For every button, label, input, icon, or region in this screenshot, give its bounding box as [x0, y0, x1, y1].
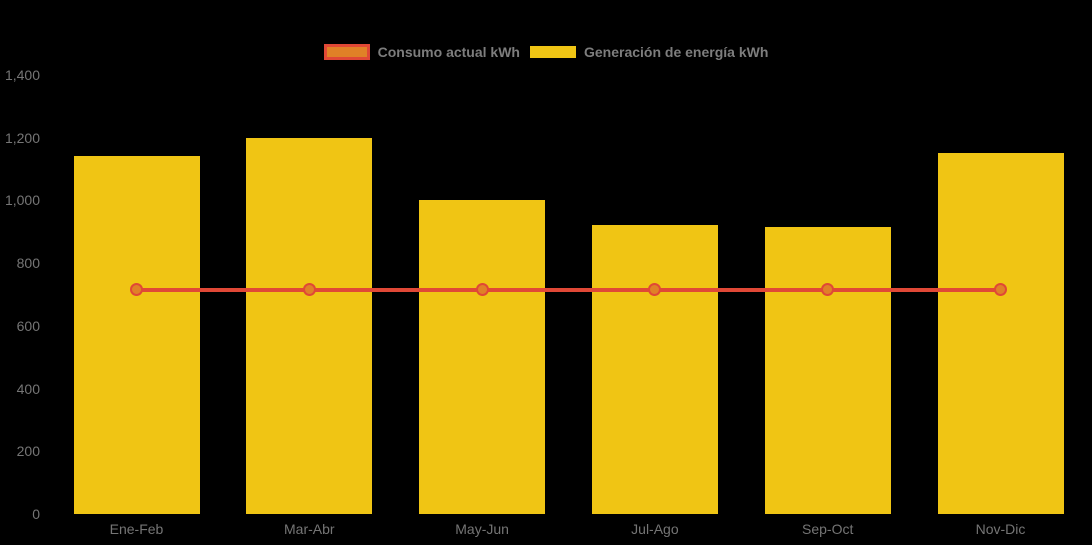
x-axis-tick-label: Jul-Ago	[631, 521, 679, 537]
y-axis-tick-label: 1,400	[4, 66, 40, 83]
legend-label-generacion: Generación de energía kWh	[583, 44, 769, 60]
x-axis-tick-label: Ene-Feb	[109, 521, 164, 537]
y-axis-tick-label: 800	[16, 255, 40, 272]
legend: Consumo actual kWh Generación de energía…	[0, 44, 1092, 60]
x-axis-tick-label: May-Jun	[455, 521, 509, 537]
consumo-line	[136, 287, 1001, 292]
consumo-point-Mar-Abr[interactable]	[302, 283, 316, 297]
bar-Nov-Dic[interactable]	[937, 153, 1064, 514]
consumo-point-Sep-Oct[interactable]	[821, 283, 835, 297]
consumo-point-Nov-Dic[interactable]	[994, 283, 1007, 297]
consumo-point-Ene-Feb[interactable]	[130, 283, 143, 297]
x-axis-tick-label: Nov-Dic	[975, 521, 1026, 537]
y-axis-tick-label: 1,000	[4, 192, 40, 209]
x-axis-tick-label: Mar-Abr	[284, 521, 335, 537]
bar-Mar-Abr[interactable]	[246, 137, 373, 514]
legend-label-consumo: Consumo actual kWh	[377, 44, 520, 60]
legend-item-generacion[interactable]: Generación de energía kWh	[529, 44, 769, 60]
y-axis-tick-label: 0	[32, 506, 40, 522]
legend-swatch-consumo-icon	[323, 44, 370, 60]
bar-Ene-Feb[interactable]	[73, 156, 200, 514]
bar-May-Jun[interactable]	[419, 200, 546, 514]
legend-swatch-generacion-icon	[529, 46, 576, 58]
consumo-point-Jul-Ago[interactable]	[648, 283, 662, 297]
legend-item-consumo[interactable]: Consumo actual kWh	[323, 44, 520, 60]
y-axis-tick-label: 1,200	[4, 129, 40, 146]
bar-Sep-Oct[interactable]	[764, 227, 891, 514]
y-axis-tick-label: 200	[16, 443, 40, 460]
y-axis-tick-label: 600	[16, 317, 40, 334]
y-axis-tick-label: 400	[16, 380, 40, 397]
x-axis-tick-label: Sep-Oct	[802, 521, 854, 537]
bar-Jul-Ago[interactable]	[591, 225, 718, 514]
consumo-point-May-Jun[interactable]	[475, 283, 489, 297]
